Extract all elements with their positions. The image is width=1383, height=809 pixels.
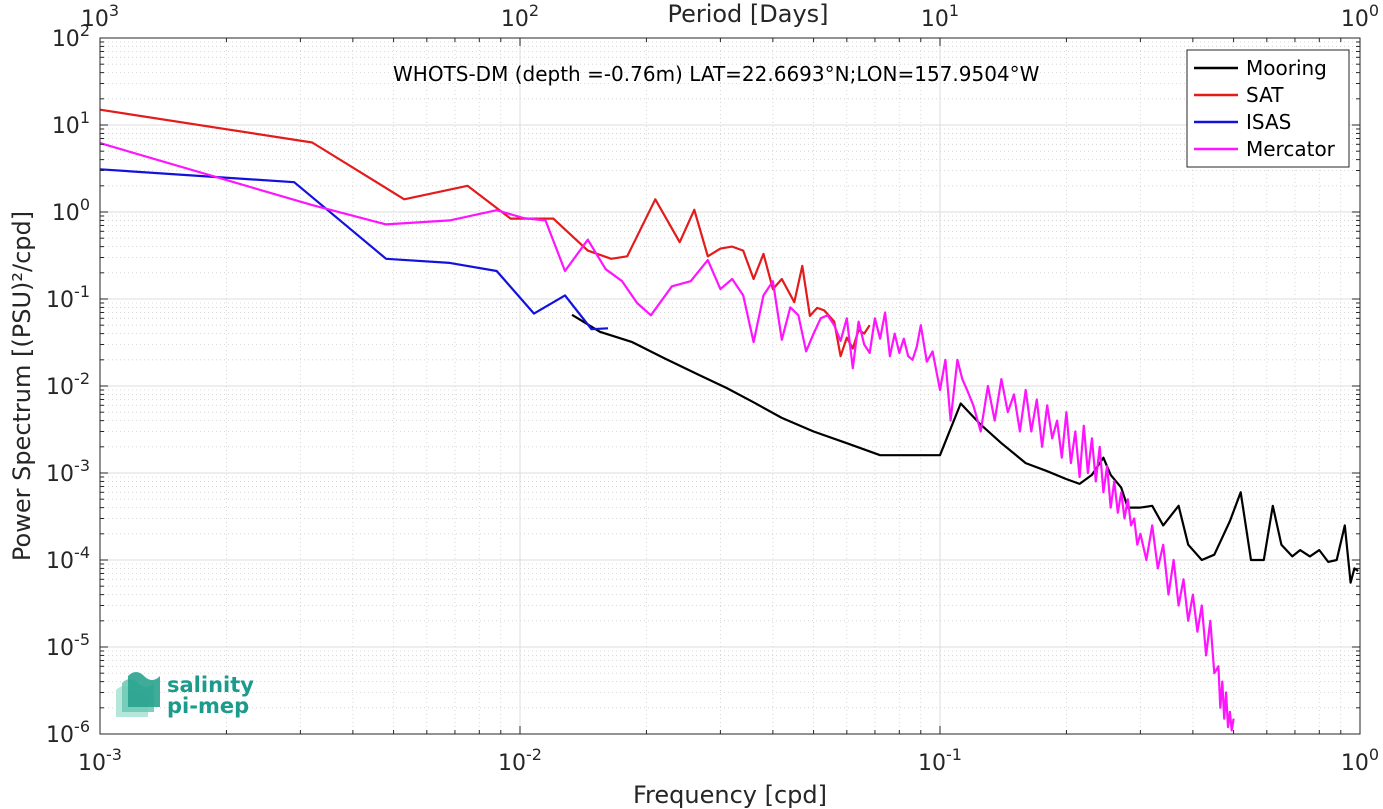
x2-tick-label: 101 (921, 1, 959, 32)
logo-waves-icon (116, 672, 160, 717)
logo-text-salinity: salinity (167, 673, 254, 697)
x-tick-label: 10-1 (918, 745, 962, 776)
y-tick-label: 10-2 (46, 369, 90, 400)
x2-tick-label: 103 (81, 1, 119, 32)
y-tick-label: 10-3 (46, 456, 90, 487)
series-line-mooring (571, 313, 1359, 584)
x2-tick-label: 102 (501, 1, 539, 32)
x-tick-label: 10-3 (78, 745, 122, 776)
y-tick-label: 10-5 (46, 630, 90, 661)
y-tick-label: 101 (52, 108, 90, 139)
x-tick-label: 10-2 (498, 745, 542, 776)
salinity-logo: salinity pi-mep (116, 672, 254, 718)
y-tick-label: 10-6 (46, 717, 90, 748)
x2-axis-title: Period [Days] (667, 0, 828, 28)
legend-label-mercator: Mercator (1246, 137, 1336, 161)
legend-label-isas: ISAS (1246, 110, 1291, 134)
legend-label-mooring: Mooring (1246, 56, 1327, 80)
y-tick-label: 100 (52, 195, 90, 226)
y-tick-labels: 102 101 100 10-1 10-2 10-3 10-4 10-5 10-6 (46, 21, 90, 748)
logo-text-pimep: pi-mep (167, 694, 249, 718)
series-line-mercator (99, 142, 1235, 732)
x2-tick-label: 100 (1341, 1, 1379, 32)
y-tick-label: 10-4 (46, 543, 90, 574)
y-tick-label: 102 (52, 21, 90, 52)
series-layer (99, 108, 1359, 732)
y-axis-title: Power Spectrum [(PSU)²/cpd] (8, 211, 36, 561)
legend-label-sat: SAT (1246, 83, 1284, 107)
chart-annotation: WHOTS-DM (depth =-0.76m) LAT=22.6693°N;L… (393, 62, 1040, 86)
legend: Mooring SAT ISAS Mercator (1186, 49, 1350, 168)
series-line-sat (99, 108, 871, 358)
legend-box (1186, 49, 1350, 168)
x-axis-title: Frequency [cpd] (633, 781, 827, 809)
x-tick-labels: 10-3 10-2 10-1 100 (78, 745, 1379, 776)
x2-tick-labels: 103 102 101 100 (81, 1, 1379, 32)
x-tick-label: 100 (1341, 745, 1379, 776)
axis-ticks (99, 37, 1361, 735)
y-tick-label: 10-1 (46, 282, 90, 313)
